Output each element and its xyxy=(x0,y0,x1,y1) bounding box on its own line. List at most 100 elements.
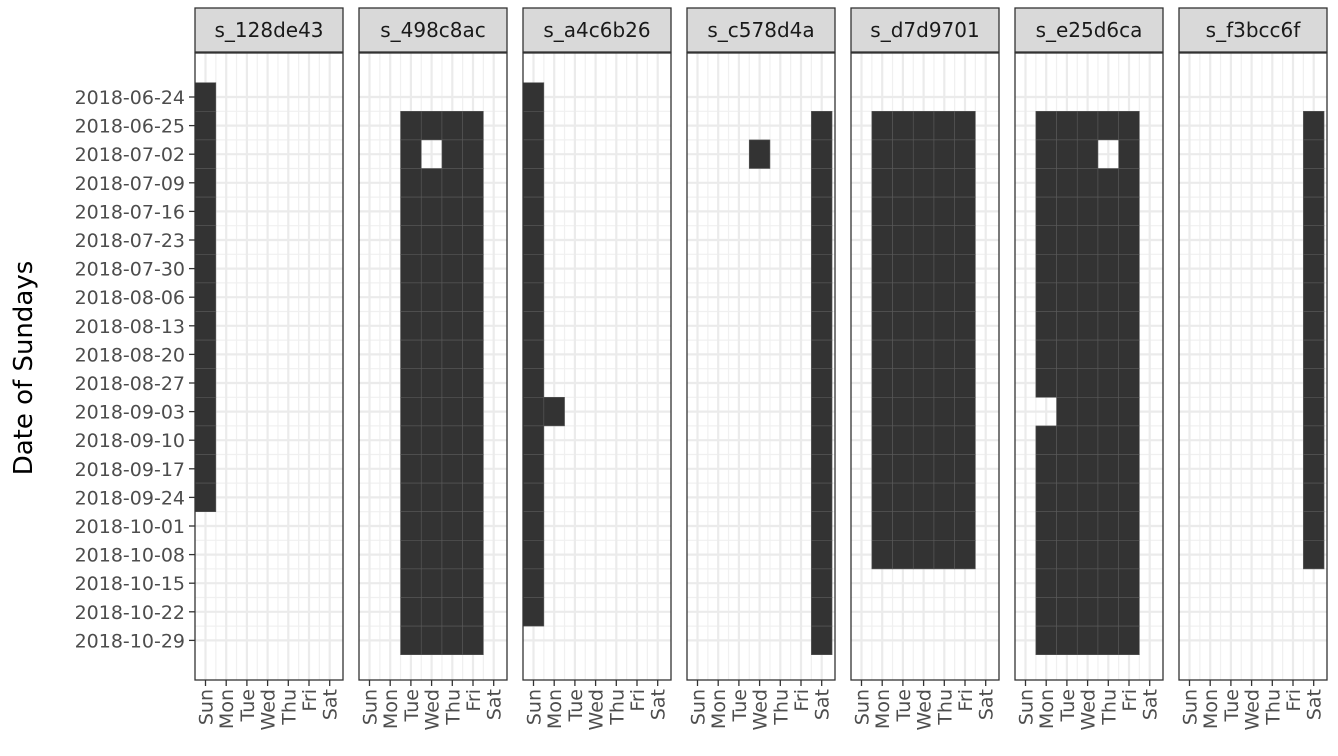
heatmap-cell xyxy=(933,311,955,341)
heatmap-cell xyxy=(811,139,833,169)
heatmap-cell xyxy=(462,139,484,169)
x-tick-label: Mon xyxy=(1200,689,1222,729)
heatmap-cell xyxy=(892,396,914,427)
heatmap-cell xyxy=(811,482,833,513)
x-tick-label: Mon xyxy=(872,689,894,729)
heatmap-cell xyxy=(1035,111,1057,141)
heatmap-cell xyxy=(811,454,833,484)
heatmap-cell xyxy=(441,196,463,227)
heatmap-cell xyxy=(441,597,463,627)
heatmap-cell xyxy=(933,282,955,312)
heatmap-cell xyxy=(811,625,833,655)
heatmap-cell xyxy=(1076,511,1099,541)
y-tick-label: 2018-10-15 xyxy=(75,573,185,595)
heatmap-cell xyxy=(1056,254,1078,284)
heatmap-cell xyxy=(1035,482,1057,513)
heatmap-cell xyxy=(1097,597,1119,627)
heatmap-cell xyxy=(1303,425,1325,455)
panel-border xyxy=(194,52,344,681)
heatmap-cell xyxy=(1056,511,1078,541)
x-tick-label: Thu xyxy=(606,689,628,726)
heatmap-cell xyxy=(1056,139,1078,169)
heatmap-cell xyxy=(892,311,914,341)
heatmap-cell xyxy=(933,396,955,427)
heatmap-cell xyxy=(892,425,914,455)
heatmap-cell xyxy=(1035,454,1057,484)
x-tick-label: Tue xyxy=(401,689,423,722)
y-tick-label: 2018-08-27 xyxy=(75,373,185,395)
heatmap-cell xyxy=(1035,368,1057,398)
heatmap-cell xyxy=(1097,425,1119,455)
heatmap-cell xyxy=(400,539,422,570)
heatmap-cell xyxy=(400,597,422,627)
heatmap-cell xyxy=(462,368,484,398)
heatmap-cell xyxy=(933,482,955,513)
heatmap-cell xyxy=(400,139,422,169)
heatmap-cell xyxy=(1035,168,1057,198)
x-tick-label: Thu xyxy=(1262,689,1284,726)
heatmap-cell xyxy=(1118,454,1140,484)
heatmap-cell xyxy=(441,396,463,427)
x-tick-label: Thu xyxy=(442,689,464,726)
x-tick-label: Tue xyxy=(565,689,587,722)
heatmap-cell xyxy=(420,511,443,541)
heatmap-cell xyxy=(892,168,914,198)
heatmap-cell xyxy=(1097,311,1119,341)
heatmap-cell xyxy=(441,368,463,398)
heatmap-cell xyxy=(462,196,484,227)
heatmap-cell xyxy=(462,454,484,484)
heatmap-cell xyxy=(1097,282,1119,312)
y-tick-label: 2018-10-01 xyxy=(75,516,185,538)
y-tick-label: 2018-07-16 xyxy=(75,201,185,223)
heatmap-cell xyxy=(954,196,976,227)
heatmap-cell xyxy=(892,139,914,169)
x-tick-label: Sun xyxy=(1180,689,1202,725)
heatmap-cell xyxy=(954,282,976,312)
x-tick-label: Fri xyxy=(299,689,321,712)
facet-strip-label: s_c578d4a xyxy=(707,18,814,42)
heatmap-cell xyxy=(1303,482,1325,513)
heatmap-cell xyxy=(400,254,422,284)
heatmap-cell xyxy=(194,339,217,370)
heatmap-cell xyxy=(1076,111,1099,141)
heatmap-cell xyxy=(420,425,443,455)
heatmap-cell xyxy=(420,282,443,312)
heatmap-cell xyxy=(871,396,893,427)
x-tick-label: Fri xyxy=(1283,689,1305,712)
heatmap-cell xyxy=(1097,511,1119,541)
x-tick-label: Sun xyxy=(196,689,218,725)
heatmap-cell xyxy=(933,139,955,169)
heatmap-cell xyxy=(811,368,833,398)
heatmap-cell xyxy=(1118,539,1140,570)
heatmap-cell xyxy=(954,168,976,198)
heatmap-cell xyxy=(1035,568,1057,598)
heatmap-cell xyxy=(1035,339,1057,370)
heatmap-cell xyxy=(1035,511,1057,541)
heatmap-cell xyxy=(441,225,463,255)
heatmap-cell xyxy=(420,339,443,370)
heatmap-cell xyxy=(1303,511,1325,541)
heatmap-cell xyxy=(1118,225,1140,255)
x-tick-label: Mon xyxy=(708,689,730,729)
heatmap-cell xyxy=(194,368,217,398)
x-tick-label: Sun xyxy=(360,689,382,725)
heatmap-cell xyxy=(1056,196,1078,227)
y-tick-label: 2018-07-30 xyxy=(75,259,185,281)
heatmap-cell xyxy=(1097,625,1119,655)
x-tick-label: Fri xyxy=(627,689,649,712)
heatmap-cell xyxy=(400,225,422,255)
heatmap-cell xyxy=(522,82,545,112)
heatmap-cell xyxy=(1035,254,1057,284)
x-tick-label: Wed xyxy=(586,689,608,730)
heatmap-cell xyxy=(954,454,976,484)
heatmap-cell xyxy=(1056,339,1078,370)
heatmap-cell xyxy=(400,282,422,312)
heatmap-cell xyxy=(194,111,217,141)
heatmap-cell xyxy=(1118,482,1140,513)
heatmap-cell xyxy=(912,539,935,570)
heatmap-cell xyxy=(871,511,893,541)
heatmap-cell xyxy=(441,454,463,484)
heatmap-cell xyxy=(933,111,955,141)
